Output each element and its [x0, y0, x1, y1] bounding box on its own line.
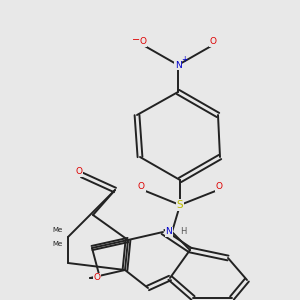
- Text: O: O: [76, 167, 82, 176]
- Text: N: N: [166, 227, 172, 236]
- Text: Me: Me: [52, 227, 63, 233]
- Text: +: +: [181, 55, 187, 64]
- Text: H: H: [180, 227, 187, 236]
- Text: N: N: [175, 61, 182, 70]
- Text: O: O: [140, 38, 146, 46]
- Text: −: −: [132, 35, 140, 46]
- Text: O: O: [216, 182, 223, 191]
- Text: O: O: [209, 38, 217, 46]
- Text: O: O: [138, 182, 145, 191]
- Text: Me: Me: [52, 241, 63, 247]
- Text: O: O: [94, 274, 100, 283]
- Text: S: S: [177, 200, 183, 210]
